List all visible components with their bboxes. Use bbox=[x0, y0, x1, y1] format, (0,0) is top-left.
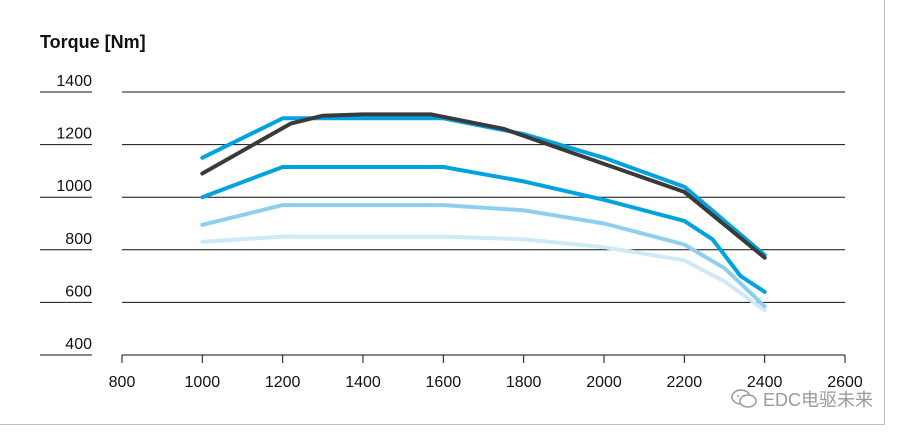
series-line-3 bbox=[200, 165, 767, 294]
chart-title: Torque [Nm] bbox=[40, 32, 146, 52]
xtick-label: 2200 bbox=[667, 374, 703, 391]
wechat-icon bbox=[731, 389, 757, 408]
series-lines bbox=[200, 112, 767, 313]
xtick-label: 2400 bbox=[747, 374, 783, 391]
xtick-label: 1800 bbox=[506, 374, 542, 391]
xtick-label: 2600 bbox=[827, 374, 863, 391]
ytick-label: 800 bbox=[65, 231, 92, 248]
watermark-text: EDC电驱未来 bbox=[762, 390, 873, 410]
xtick-label: 1600 bbox=[426, 374, 462, 391]
ytick-label: 600 bbox=[65, 283, 92, 300]
series-line-1 bbox=[200, 234, 767, 313]
ytick-label: 400 bbox=[65, 336, 92, 353]
xtick-label: 1200 bbox=[265, 374, 301, 391]
ytick-label: 1000 bbox=[56, 178, 92, 195]
ytick-label: 1400 bbox=[56, 73, 92, 90]
watermark: EDC电驱未来 bbox=[731, 386, 873, 412]
grid-lines bbox=[122, 91, 845, 356]
y-axis-ticks: 400 600 800 1000 1200 1400 bbox=[40, 73, 92, 356]
xtick-label: 800 bbox=[109, 374, 136, 391]
series-line-2 bbox=[200, 203, 767, 309]
series-line-4 bbox=[200, 116, 767, 258]
chart-frame bbox=[0, 0, 885, 425]
xtick-label: 2000 bbox=[586, 374, 622, 391]
xtick-label: 1400 bbox=[345, 374, 381, 391]
x-axis: 800 1000 1200 1400 1600 1800 2000 2200 2400 2600 bbox=[109, 354, 863, 391]
xtick-label: 1000 bbox=[185, 374, 221, 391]
series-line-5 bbox=[200, 112, 767, 260]
ytick-label: 1200 bbox=[56, 126, 92, 143]
